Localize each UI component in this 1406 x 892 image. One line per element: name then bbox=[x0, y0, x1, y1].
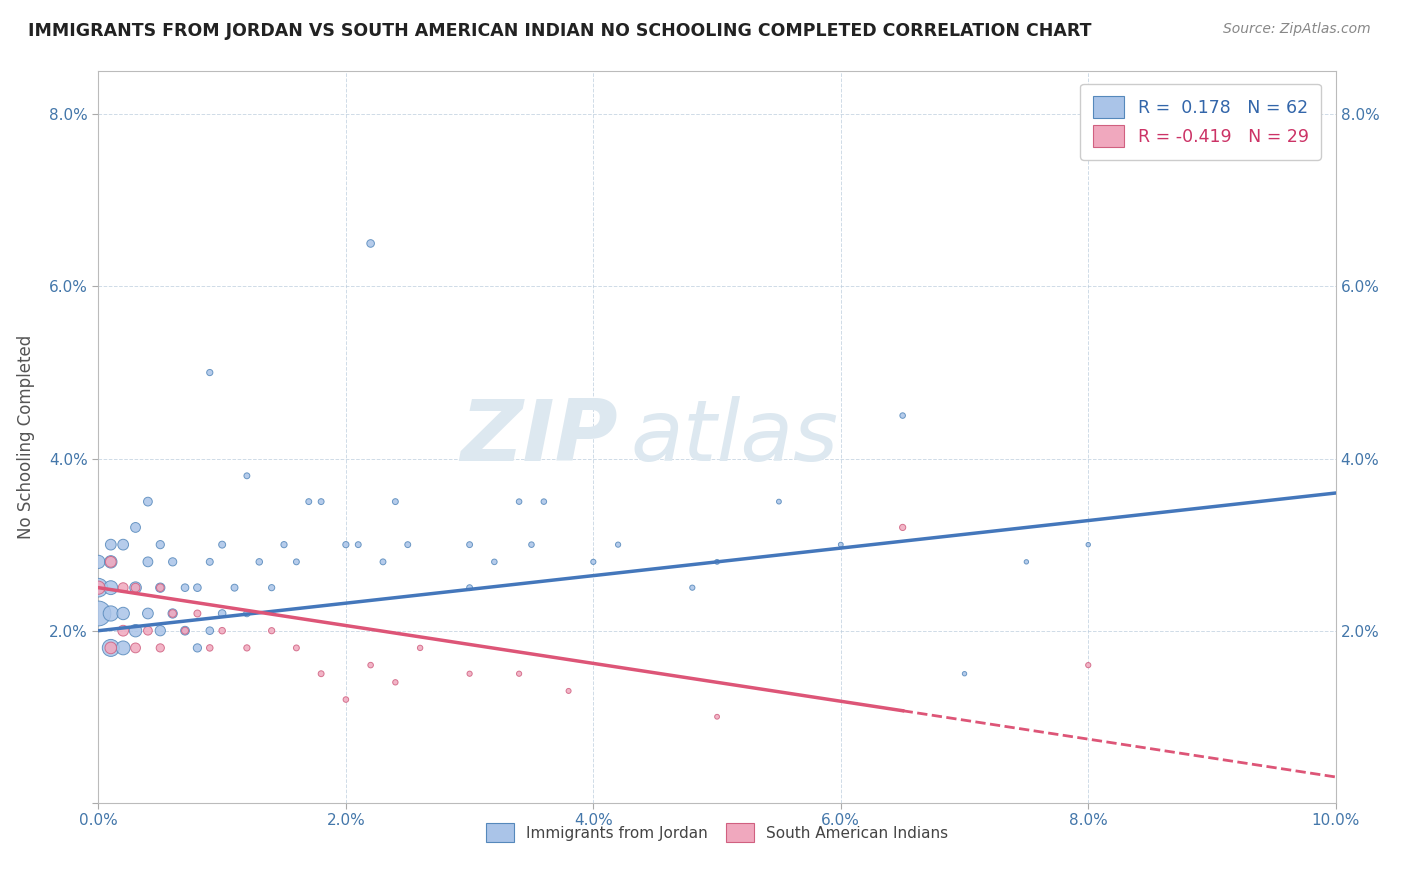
Point bbox=[891, 520, 914, 534]
Point bbox=[309, 666, 332, 681]
Point bbox=[211, 538, 233, 552]
Point bbox=[124, 581, 146, 595]
Point bbox=[309, 494, 332, 508]
Point bbox=[162, 607, 184, 621]
Point bbox=[198, 555, 221, 569]
Point bbox=[1077, 658, 1099, 673]
Point bbox=[136, 494, 159, 508]
Point bbox=[87, 607, 110, 621]
Point bbox=[347, 538, 370, 552]
Point bbox=[236, 468, 259, 483]
Point bbox=[260, 624, 283, 638]
Point bbox=[136, 555, 159, 569]
Point bbox=[533, 494, 555, 508]
Point bbox=[149, 538, 172, 552]
Point bbox=[124, 624, 146, 638]
Point bbox=[582, 555, 605, 569]
Point bbox=[508, 666, 530, 681]
Point bbox=[112, 538, 135, 552]
Point bbox=[384, 494, 406, 508]
Point bbox=[953, 666, 976, 681]
Text: ZIP: ZIP bbox=[460, 395, 619, 479]
Y-axis label: No Schooling Completed: No Schooling Completed bbox=[17, 335, 35, 539]
Point bbox=[1015, 555, 1038, 569]
Point bbox=[211, 607, 233, 621]
Point bbox=[458, 666, 481, 681]
Point bbox=[484, 555, 506, 569]
Point bbox=[236, 607, 259, 621]
Point bbox=[285, 640, 308, 655]
Point bbox=[298, 494, 321, 508]
Legend: Immigrants from Jordan, South American Indians: Immigrants from Jordan, South American I… bbox=[478, 815, 956, 850]
Text: atlas: atlas bbox=[630, 395, 838, 479]
Point bbox=[149, 581, 172, 595]
Point bbox=[198, 366, 221, 380]
Point bbox=[360, 658, 382, 673]
Point bbox=[186, 640, 208, 655]
Point bbox=[706, 710, 728, 724]
Point bbox=[768, 494, 790, 508]
Point bbox=[520, 538, 543, 552]
Point bbox=[87, 581, 110, 595]
Point bbox=[100, 640, 122, 655]
Point bbox=[100, 538, 122, 552]
Point bbox=[162, 555, 184, 569]
Point bbox=[557, 684, 579, 698]
Point bbox=[112, 624, 135, 638]
Point bbox=[149, 624, 172, 638]
Point bbox=[396, 538, 419, 552]
Point bbox=[285, 555, 308, 569]
Point bbox=[508, 494, 530, 508]
Point bbox=[174, 581, 197, 595]
Point bbox=[1077, 538, 1099, 552]
Point bbox=[186, 607, 208, 621]
Point bbox=[136, 607, 159, 621]
Point bbox=[409, 640, 432, 655]
Point bbox=[211, 624, 233, 638]
Point bbox=[112, 607, 135, 621]
Point bbox=[371, 555, 394, 569]
Point bbox=[100, 581, 122, 595]
Point bbox=[360, 236, 382, 251]
Point bbox=[384, 675, 406, 690]
Point bbox=[124, 520, 146, 534]
Point bbox=[149, 640, 172, 655]
Point bbox=[830, 538, 852, 552]
Point bbox=[706, 555, 728, 569]
Text: Source: ZipAtlas.com: Source: ZipAtlas.com bbox=[1223, 22, 1371, 37]
Point bbox=[174, 624, 197, 638]
Point bbox=[149, 581, 172, 595]
Point bbox=[112, 640, 135, 655]
Point bbox=[273, 538, 295, 552]
Point bbox=[335, 538, 357, 552]
Point bbox=[335, 692, 357, 706]
Point bbox=[174, 624, 197, 638]
Point bbox=[891, 409, 914, 423]
Point bbox=[136, 624, 159, 638]
Point bbox=[458, 581, 481, 595]
Point bbox=[681, 581, 703, 595]
Point bbox=[100, 555, 122, 569]
Point bbox=[124, 640, 146, 655]
Point bbox=[124, 581, 146, 595]
Point bbox=[458, 538, 481, 552]
Point bbox=[198, 640, 221, 655]
Point bbox=[87, 555, 110, 569]
Point bbox=[236, 640, 259, 655]
Point bbox=[100, 607, 122, 621]
Text: IMMIGRANTS FROM JORDAN VS SOUTH AMERICAN INDIAN NO SCHOOLING COMPLETED CORRELATI: IMMIGRANTS FROM JORDAN VS SOUTH AMERICAN… bbox=[28, 22, 1091, 40]
Point bbox=[224, 581, 246, 595]
Point bbox=[260, 581, 283, 595]
Point bbox=[162, 607, 184, 621]
Point bbox=[247, 555, 270, 569]
Point bbox=[186, 581, 208, 595]
Point bbox=[198, 624, 221, 638]
Point bbox=[607, 538, 630, 552]
Point bbox=[112, 581, 135, 595]
Point bbox=[100, 640, 122, 655]
Point bbox=[87, 581, 110, 595]
Point bbox=[100, 555, 122, 569]
